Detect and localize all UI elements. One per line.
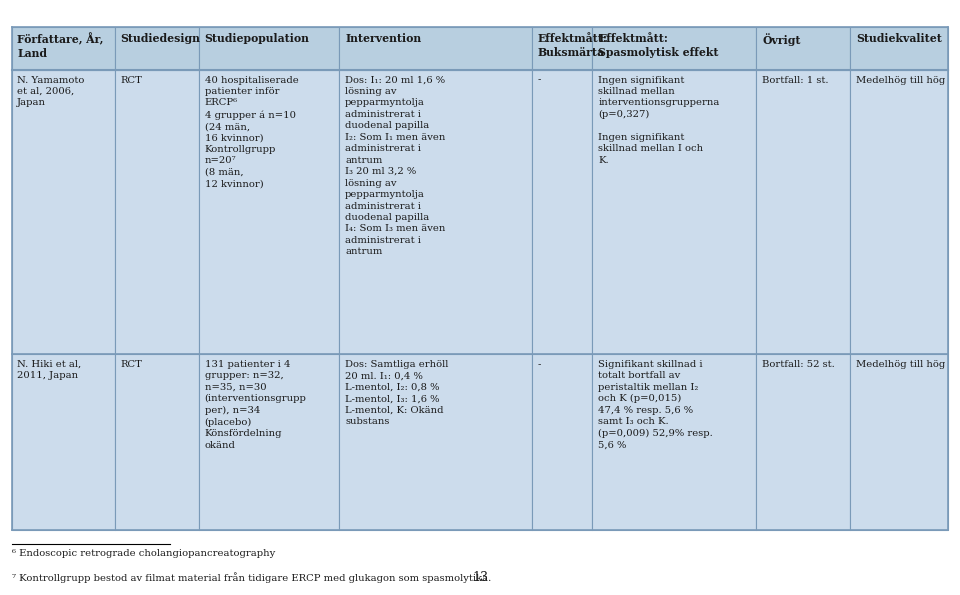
Text: Bortfall: 52 st.: Bortfall: 52 st. (762, 360, 835, 369)
Bar (851, 27, 948, 70)
Bar (114, 354, 199, 530)
Text: RCT: RCT (120, 360, 142, 369)
Bar (532, 70, 592, 354)
Text: Bortfall: 1 st.: Bortfall: 1 st. (762, 76, 828, 84)
Text: Ingen signifikant
skillnad mellan
interventionsgrupperna
(p=0,327)

Ingen signif: Ingen signifikant skillnad mellan interv… (598, 76, 720, 165)
Bar (756, 70, 851, 354)
Bar (12, 354, 114, 530)
Bar (114, 70, 199, 354)
Text: N. Yamamoto
et al, 2006,
Japan: N. Yamamoto et al, 2006, Japan (17, 76, 84, 108)
Bar (199, 27, 340, 70)
Text: Studiepopulation: Studiepopulation (204, 33, 309, 43)
Text: 40 hospitaliserade
patienter inför
ERCP⁶
4 grupper á n=10
(24 män,
16 kvinnor)
K: 40 hospitaliserade patienter inför ERCP⁶… (204, 76, 299, 188)
Bar (340, 354, 532, 530)
Bar (12, 27, 114, 70)
Text: Effektmått:
Buksmärta: Effektmått: Buksmärta (538, 33, 607, 58)
Text: Författare, År,
Land: Författare, År, Land (17, 33, 104, 60)
Bar (340, 27, 532, 70)
Bar (199, 70, 340, 354)
Text: Medelhög till hög: Medelhög till hög (856, 360, 945, 369)
Bar (756, 27, 851, 70)
Bar (532, 354, 592, 530)
Bar (12, 70, 114, 354)
Bar (199, 354, 340, 530)
Text: N. Hiki et al,
2011, Japan: N. Hiki et al, 2011, Japan (17, 360, 82, 380)
Text: 13: 13 (472, 571, 488, 584)
Bar (851, 70, 948, 354)
Text: RCT: RCT (120, 76, 142, 84)
Text: Medelhög till hög: Medelhög till hög (856, 76, 945, 84)
Text: Övrigt: Övrigt (762, 33, 801, 46)
Text: 131 patienter i 4
grupper: n=32,
n=35, n=30
(interventionsgrupp
per), n=34
(plac: 131 patienter i 4 grupper: n=32, n=35, n… (204, 360, 306, 450)
Text: Studiekvalitet: Studiekvalitet (856, 33, 942, 43)
Text: Studiedesign: Studiedesign (120, 33, 201, 43)
Bar (592, 70, 756, 354)
Text: Dos: I₁: 20 ml 1,6 %
lösning av
pepparmyntolja
administrerat i
duodenal papilla
: Dos: I₁: 20 ml 1,6 % lösning av pepparmy… (346, 76, 445, 256)
Bar (340, 70, 532, 354)
Text: Signifikant skillnad i
totalt bortfall av
peristaltik mellan I₂
och K (p=0,015)
: Signifikant skillnad i totalt bortfall a… (598, 360, 713, 449)
Text: -: - (538, 76, 540, 84)
Text: Effektmått:
Spasmolytisk effekt: Effektmått: Spasmolytisk effekt (598, 33, 719, 58)
Text: ⁶ Endoscopic retrograde cholangiopancreatography: ⁶ Endoscopic retrograde cholangiopancrea… (12, 549, 275, 558)
Text: ⁷ Kontrollgrupp bestod av filmat material från tidigare ERCP med glukagon som sp: ⁷ Kontrollgrupp bestod av filmat materia… (12, 572, 491, 583)
Bar (114, 27, 199, 70)
Bar (532, 27, 592, 70)
Text: Intervention: Intervention (346, 33, 421, 43)
Bar (851, 354, 948, 530)
Text: -: - (538, 360, 540, 369)
Bar (592, 354, 756, 530)
Text: Dos: Samtliga erhöll
20 ml. I₁: 0,4 %
L-mentol, I₂: 0,8 %
L-mentol, I₃: 1,6 %
L-: Dos: Samtliga erhöll 20 ml. I₁: 0,4 % L-… (346, 360, 448, 426)
Bar (592, 27, 756, 70)
Bar (756, 354, 851, 530)
